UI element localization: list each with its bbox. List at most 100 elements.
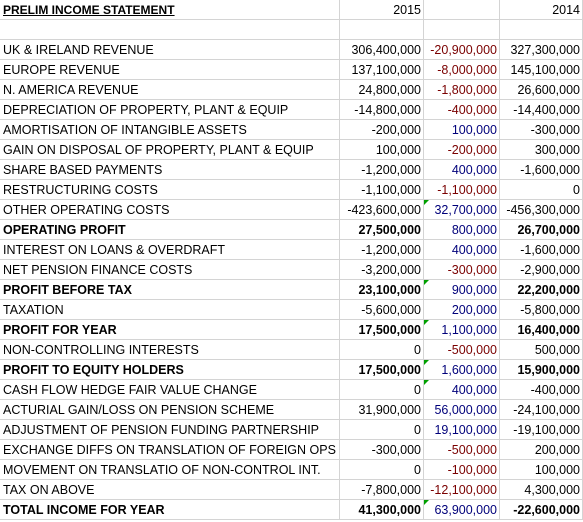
value-2015-cell[interactable]: 0 [340,380,424,400]
value-2015-cell[interactable]: 17,500,000 [340,320,424,340]
row-label-cell[interactable]: UK & IRELAND REVENUE [0,40,340,60]
row-label-cell[interactable]: MOVEMENT ON TRANSLATIO OF NON-CONTROL IN… [0,460,340,480]
header-year-2015[interactable]: 2015 [340,0,424,20]
value-2014-cell[interactable]: -1,600,000 [500,240,583,260]
value-2015-cell[interactable]: -1,100,000 [340,180,424,200]
blank-cell[interactable] [0,20,340,40]
variance-cell[interactable]: 200,000 [424,300,500,320]
row-label-cell[interactable]: PROFIT BEFORE TAX [0,280,340,300]
variance-cell[interactable]: -1,800,000 [424,80,500,100]
row-label-cell[interactable]: RESTRUCTURING COSTS [0,180,340,200]
variance-cell[interactable]: 900,000 [424,280,500,300]
value-2014-cell[interactable]: 327,300,000 [500,40,583,60]
value-2014-cell[interactable]: 500,000 [500,340,583,360]
row-label-cell[interactable]: GAIN ON DISPOSAL OF PROPERTY, PLANT & EQ… [0,140,340,160]
variance-cell[interactable]: -200,000 [424,140,500,160]
row-label-cell[interactable]: SHARE BASED PAYMENTS [0,160,340,180]
variance-cell[interactable]: 63,900,000 [424,500,500,520]
blank-cell[interactable] [424,20,500,40]
blank-cell[interactable] [340,20,424,40]
row-label-cell[interactable]: INTEREST ON LOANS & OVERDRAFT [0,240,340,260]
value-2015-cell[interactable]: -3,200,000 [340,260,424,280]
value-2014-cell[interactable]: -400,000 [500,380,583,400]
value-2014-cell[interactable]: -19,100,000 [500,420,583,440]
value-2014-cell[interactable]: 0 [500,180,583,200]
value-2015-cell[interactable]: -1,200,000 [340,160,424,180]
value-2015-cell[interactable]: -7,800,000 [340,480,424,500]
row-label-cell[interactable]: N. AMERICA REVENUE [0,80,340,100]
variance-cell[interactable]: 1,100,000 [424,320,500,340]
value-2014-cell[interactable]: 300,000 [500,140,583,160]
variance-cell[interactable]: -400,000 [424,100,500,120]
variance-cell[interactable]: -500,000 [424,440,500,460]
variance-cell[interactable]: 400,000 [424,380,500,400]
variance-cell[interactable]: 400,000 [424,160,500,180]
value-2014-cell[interactable]: -14,400,000 [500,100,583,120]
row-label-cell[interactable]: TOTAL INCOME FOR YEAR [0,500,340,520]
value-2015-cell[interactable]: 0 [340,420,424,440]
row-label-cell[interactable]: EXCHANGE DIFFS ON TRANSLATION OF FOREIGN… [0,440,340,460]
value-2014-cell[interactable]: -2,900,000 [500,260,583,280]
value-2014-cell[interactable]: 15,900,000 [500,360,583,380]
row-label-cell[interactable]: TAX ON ABOVE [0,480,340,500]
value-2014-cell[interactable]: 16,400,000 [500,320,583,340]
variance-cell[interactable]: -8,000,000 [424,60,500,80]
row-label-cell[interactable]: NET PENSION FINANCE COSTS [0,260,340,280]
value-2014-cell[interactable]: -22,600,000 [500,500,583,520]
variance-cell[interactable]: -500,000 [424,340,500,360]
value-2015-cell[interactable]: -14,800,000 [340,100,424,120]
value-2014-cell[interactable]: 145,100,000 [500,60,583,80]
value-2015-cell[interactable]: -423,600,000 [340,200,424,220]
header-year-2014[interactable]: 2014 [500,0,583,20]
value-2015-cell[interactable]: -300,000 [340,440,424,460]
variance-cell[interactable]: 100,000 [424,120,500,140]
value-2015-cell[interactable]: 0 [340,460,424,480]
value-2014-cell[interactable]: -1,600,000 [500,160,583,180]
value-2014-cell[interactable]: 200,000 [500,440,583,460]
value-2015-cell[interactable]: 137,100,000 [340,60,424,80]
cell-title[interactable]: PRELIM INCOME STATEMENT [0,0,340,20]
value-2014-cell[interactable]: 22,200,000 [500,280,583,300]
value-2014-cell[interactable]: -300,000 [500,120,583,140]
value-2015-cell[interactable]: 27,500,000 [340,220,424,240]
row-label-cell[interactable]: NON-CONTROLLING INTERESTS [0,340,340,360]
value-2015-cell[interactable]: 100,000 [340,140,424,160]
row-label-cell[interactable]: OPERATING PROFIT [0,220,340,240]
variance-cell[interactable]: -20,900,000 [424,40,500,60]
row-label-cell[interactable]: OTHER OPERATING COSTS [0,200,340,220]
blank-cell[interactable] [500,20,583,40]
value-2014-cell[interactable]: 4,300,000 [500,480,583,500]
variance-cell[interactable]: 400,000 [424,240,500,260]
variance-cell[interactable]: 19,100,000 [424,420,500,440]
value-2015-cell[interactable]: -200,000 [340,120,424,140]
row-label-cell[interactable]: TAXATION [0,300,340,320]
row-label-cell[interactable]: ADJUSTMENT OF PENSION FUNDING PARTNERSHI… [0,420,340,440]
variance-cell[interactable]: -300,000 [424,260,500,280]
variance-cell[interactable]: -100,000 [424,460,500,480]
value-2014-cell[interactable]: 26,600,000 [500,80,583,100]
value-2014-cell[interactable]: 100,000 [500,460,583,480]
variance-cell[interactable]: 800,000 [424,220,500,240]
row-label-cell[interactable]: EUROPE REVENUE [0,60,340,80]
variance-cell[interactable]: -12,100,000 [424,480,500,500]
variance-cell[interactable]: 32,700,000 [424,200,500,220]
value-2015-cell[interactable]: 17,500,000 [340,360,424,380]
value-2015-cell[interactable]: 24,800,000 [340,80,424,100]
header-variance[interactable] [424,0,500,20]
value-2015-cell[interactable]: -5,600,000 [340,300,424,320]
row-label-cell[interactable]: DEPRECIATION OF PROPERTY, PLANT & EQUIP [0,100,340,120]
value-2015-cell[interactable]: 41,300,000 [340,500,424,520]
value-2015-cell[interactable]: 0 [340,340,424,360]
variance-cell[interactable]: -1,100,000 [424,180,500,200]
row-label-cell[interactable]: ACTURIAL GAIN/LOSS ON PENSION SCHEME [0,400,340,420]
variance-cell[interactable]: 56,000,000 [424,400,500,420]
value-2015-cell[interactable]: 23,100,000 [340,280,424,300]
value-2014-cell[interactable]: -456,300,000 [500,200,583,220]
value-2015-cell[interactable]: 31,900,000 [340,400,424,420]
value-2014-cell[interactable]: 26,700,000 [500,220,583,240]
row-label-cell[interactable]: CASH FLOW HEDGE FAIR VALUE CHANGE [0,380,340,400]
value-2014-cell[interactable]: -24,100,000 [500,400,583,420]
row-label-cell[interactable]: PROFIT TO EQUITY HOLDERS [0,360,340,380]
row-label-cell[interactable]: AMORTISATION OF INTANGIBLE ASSETS [0,120,340,140]
row-label-cell[interactable]: PROFIT FOR YEAR [0,320,340,340]
